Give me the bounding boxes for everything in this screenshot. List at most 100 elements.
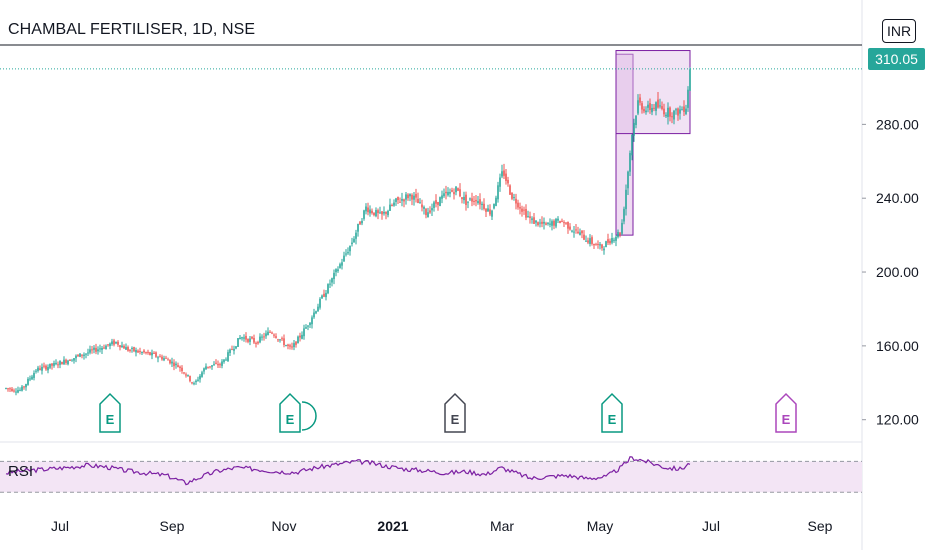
candle-body xyxy=(289,345,291,347)
candle-body xyxy=(173,362,175,367)
candle-body xyxy=(199,375,201,380)
last-price-badge: 310.05 xyxy=(868,48,925,70)
candle-body xyxy=(681,109,683,111)
earnings-badge-shape xyxy=(279,392,301,433)
candle-body xyxy=(643,109,645,112)
candle-body xyxy=(229,349,231,353)
candle-body xyxy=(391,205,393,207)
earnings-label: E xyxy=(608,412,617,427)
candle-body xyxy=(501,171,503,177)
candle-body xyxy=(133,347,135,352)
candle-body xyxy=(123,345,125,349)
x-tick-label: 2021 xyxy=(377,518,408,534)
candle-body xyxy=(635,115,637,125)
earnings-badge-shape xyxy=(775,392,797,433)
candle-body xyxy=(443,193,445,197)
candle-body xyxy=(579,232,581,235)
candle-body xyxy=(545,223,547,225)
candle-body xyxy=(569,226,571,230)
candle-body xyxy=(675,109,677,111)
candle-body xyxy=(499,177,501,187)
candle-body xyxy=(551,221,553,226)
candle-body xyxy=(185,374,187,376)
candle-body xyxy=(97,349,99,352)
candle-body xyxy=(493,204,495,209)
candle-body xyxy=(69,359,71,361)
candle-body xyxy=(35,370,37,372)
candle-body xyxy=(61,361,63,365)
currency-badge[interactable]: INR xyxy=(882,19,916,43)
candle-body xyxy=(521,208,523,212)
candle-body xyxy=(307,325,309,327)
candle-body xyxy=(475,199,477,202)
candle-body xyxy=(217,364,219,366)
candle-body xyxy=(79,353,81,357)
candle-body xyxy=(51,363,53,366)
candle-body xyxy=(249,338,251,342)
candle-body xyxy=(547,222,549,224)
candlestick-series[interactable] xyxy=(5,67,691,396)
candle-body xyxy=(417,198,419,204)
candle-body xyxy=(637,100,639,114)
price-axis[interactable]: 120.00 160.00 200.00 240.00 280.00 xyxy=(862,116,919,428)
candle-body xyxy=(191,382,193,384)
grid xyxy=(0,0,863,550)
candle-body xyxy=(305,327,307,329)
candle-body xyxy=(223,359,225,362)
candle-body xyxy=(361,220,363,224)
candle-body xyxy=(383,211,385,214)
candle-body xyxy=(215,362,217,364)
candle-body xyxy=(465,194,467,206)
candle-body xyxy=(219,364,221,366)
candle-body xyxy=(601,244,603,249)
candle-body xyxy=(515,198,517,204)
candle-body xyxy=(263,336,265,338)
candle-body xyxy=(455,186,457,193)
candle-body xyxy=(613,239,615,241)
rsi-pane[interactable] xyxy=(0,456,862,493)
candle-body xyxy=(325,292,327,298)
candle-body xyxy=(401,199,403,201)
x-tick-label: Sep xyxy=(160,518,185,534)
candle-body xyxy=(457,188,459,191)
rsi-label[interactable]: RSI xyxy=(8,463,34,480)
candle-body xyxy=(115,341,117,344)
candle-body xyxy=(381,211,383,215)
candle-body xyxy=(83,354,85,356)
symbol-title[interactable]: CHAMBAL FERTILISER, 1D, NSE xyxy=(8,21,256,38)
candle-body xyxy=(75,355,77,359)
candle-body xyxy=(375,210,377,217)
candle-body xyxy=(507,179,509,184)
earnings-badge-shape xyxy=(601,392,623,433)
earnings-label: E xyxy=(106,412,115,427)
candle-body xyxy=(333,272,335,280)
candle-body xyxy=(615,236,617,241)
candle-body xyxy=(319,298,321,308)
candle-body xyxy=(439,197,441,207)
range-rectangle xyxy=(615,50,691,135)
candle-body xyxy=(171,361,173,364)
candle-body xyxy=(317,306,319,312)
time-axis[interactable]: Jul Sep Nov 2021 Mar May Jul Sep xyxy=(51,518,833,534)
drawing-rectangles[interactable] xyxy=(615,50,691,236)
candle-body xyxy=(293,343,295,348)
candle-body xyxy=(415,193,417,198)
earnings-label: E xyxy=(286,412,295,427)
candle-body xyxy=(561,220,563,222)
candle-body xyxy=(665,114,667,117)
candle-body xyxy=(221,361,223,366)
earnings-badge-shape xyxy=(444,392,466,433)
candle-body xyxy=(489,209,491,215)
candle-body xyxy=(239,337,241,339)
candle-body xyxy=(449,192,451,194)
x-tick-label: Jul xyxy=(702,518,720,534)
candle-body xyxy=(117,341,119,345)
candle-body xyxy=(47,367,49,371)
candle-body xyxy=(351,242,353,245)
candle-body xyxy=(355,232,357,239)
candle-body xyxy=(397,196,399,201)
y-tick-label: 120.00 xyxy=(876,412,919,428)
candle-body xyxy=(201,372,203,377)
